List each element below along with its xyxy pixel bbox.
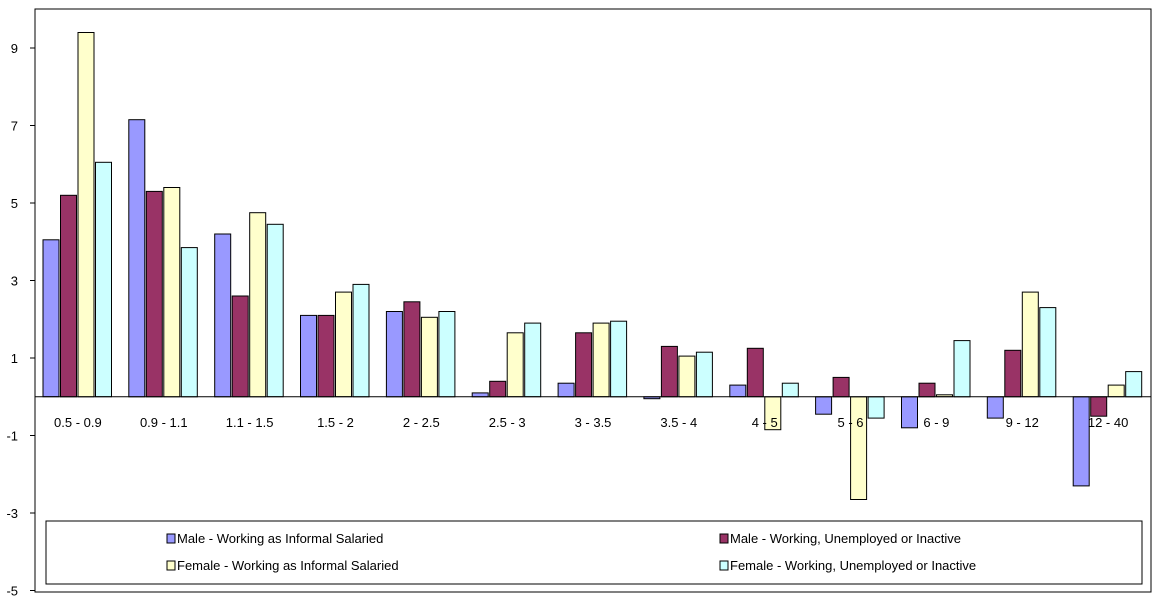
bar (335, 291, 352, 398)
bar (266, 223, 284, 398)
x-tick-label: 5 - 6 (837, 415, 863, 430)
x-tick-label: 0.9 - 1.1 (140, 415, 188, 430)
bar (145, 190, 163, 398)
y-tick-label: -1 (6, 429, 18, 444)
x-tick-label: 3.5 - 4 (660, 415, 697, 430)
x-tick-label: 2.5 - 3 (489, 415, 526, 430)
bar (660, 345, 678, 398)
bar (489, 380, 507, 398)
bar (300, 314, 317, 398)
bar (746, 347, 764, 398)
bar (986, 396, 1004, 419)
bar (901, 396, 918, 429)
x-tick-label: 12 - 40 (1088, 415, 1128, 430)
bar (867, 396, 885, 419)
bar (317, 314, 335, 398)
bar (592, 322, 610, 398)
bar (163, 187, 181, 398)
x-tick-label: 1.5 - 2 (317, 415, 354, 430)
legend-label: Female - Working as Informal Salaried (177, 558, 399, 573)
bar (77, 32, 95, 398)
y-tick-label: 5 (11, 196, 18, 211)
x-tick-label: 9 - 12 (1006, 415, 1039, 430)
y-axis: 9 7 5 3 1 -1 -3 -5 (6, 41, 35, 599)
y-tick-label: 7 (11, 119, 18, 134)
legend-swatch (166, 533, 176, 544)
bar (42, 239, 60, 398)
bar (471, 392, 489, 398)
y-tick-label: 3 (11, 274, 18, 289)
bar (95, 161, 112, 398)
legend-swatch (719, 533, 729, 544)
x-tick-label: 4 - 5 (752, 415, 778, 430)
y-tick-label: -5 (6, 584, 18, 599)
legend-label: Male - Working as Informal Salaried (177, 531, 383, 546)
bar (575, 332, 593, 398)
bar (1090, 396, 1108, 417)
bar (352, 283, 370, 398)
x-tick-label: 6 - 9 (923, 415, 949, 430)
bar (180, 247, 198, 398)
bars (42, 32, 1143, 500)
bar (420, 316, 438, 398)
legend-box (45, 520, 1143, 585)
bar (918, 382, 936, 398)
bar (850, 396, 868, 500)
plot-area (34, 8, 1152, 593)
bar (506, 332, 524, 398)
legend: Male - Working as Informal Salaried Male … (45, 520, 1143, 585)
bar (60, 194, 77, 398)
bar (438, 311, 456, 398)
bar (695, 351, 713, 398)
y-tick-label: 1 (11, 351, 18, 366)
bar (385, 311, 403, 398)
bar (781, 382, 799, 398)
x-tick-label: 1.1 - 1.5 (226, 415, 274, 430)
bar (729, 384, 747, 398)
bar (678, 355, 696, 398)
x-tick-label: 3 - 3.5 (575, 415, 612, 430)
bar (403, 301, 421, 398)
legend-label: Female - Working, Unemployed or Inactive (730, 558, 976, 573)
bar (524, 322, 542, 398)
bar (214, 233, 232, 398)
bar (832, 376, 850, 398)
bar (815, 396, 833, 415)
bar (557, 382, 575, 398)
bar (1039, 307, 1057, 398)
x-axis-labels: 0.5 - 0.9 0.9 - 1.1 1.1 - 1.5 1.5 - 2 2 - 2.… (54, 415, 1128, 430)
bar (1021, 291, 1039, 398)
bar (249, 212, 267, 398)
x-tick-label: 2 - 2.5 (403, 415, 440, 430)
bar (1125, 371, 1143, 398)
bar (231, 295, 249, 398)
x-tick-label: 0.5 - 0.9 (54, 415, 102, 430)
bar (1004, 349, 1022, 398)
bar (610, 320, 628, 398)
legend-swatch (166, 560, 176, 571)
legend-label: Male - Working, Unemployed or Inactive (730, 531, 961, 546)
bar (953, 340, 971, 398)
bar (1072, 396, 1090, 487)
bar (128, 119, 146, 398)
y-tick-label: 9 (11, 41, 18, 56)
legend-swatch (719, 560, 729, 571)
y-tick-label: -3 (6, 506, 18, 521)
bar (1107, 384, 1125, 398)
